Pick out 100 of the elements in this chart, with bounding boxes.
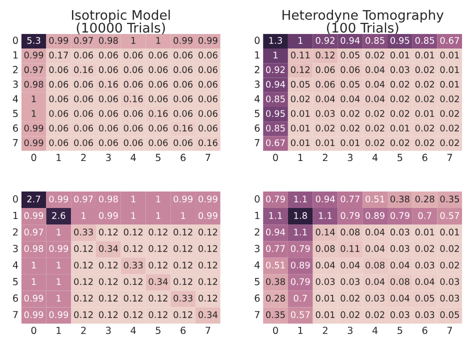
- x-tick-label: 2: [322, 154, 328, 162]
- x-tick-label: 7: [447, 326, 452, 334]
- data-label: 0.04: [366, 95, 385, 102]
- data-label: 0.12: [74, 278, 93, 286]
- data-label: 0.77: [340, 196, 360, 202]
- data-label: 0.01: [390, 52, 410, 58]
- data-label: 0.12: [198, 278, 218, 286]
- data-label: 0.02: [366, 52, 384, 58]
- data-label: 0.85: [266, 124, 285, 132]
- y-tick-label: 5: [13, 110, 18, 118]
- data-label: 1: [181, 212, 186, 219]
- data-label: 1: [32, 262, 36, 268]
- data-label: 0.06: [49, 124, 68, 132]
- data-label: 0.06: [316, 66, 335, 74]
- y-tick-label: 1: [13, 51, 18, 59]
- y-tick-label: 5: [254, 110, 260, 118]
- data-label: 0.12: [148, 294, 168, 302]
- data-label: 0.28: [266, 294, 285, 302]
- data-label: 0.04: [390, 294, 410, 302]
- data-label: 0.02: [415, 80, 434, 88]
- data-label: 0.06: [98, 110, 118, 117]
- data-label: 1: [56, 262, 61, 268]
- data-label: 0.34: [98, 245, 118, 252]
- data-label: 0.04: [366, 66, 385, 74]
- data-label: 0.06: [74, 52, 94, 58]
- y-tick-label: 4: [12, 95, 18, 102]
- y-tick-label: 1: [255, 51, 260, 59]
- data-label: 0.12: [98, 278, 118, 286]
- x-tick-label: 7: [206, 154, 210, 162]
- data-label: 0.12: [74, 262, 93, 269]
- data-label: 0.03: [415, 262, 434, 269]
- data-label: 1.1: [294, 228, 307, 236]
- data-label: 0.04: [340, 95, 360, 102]
- data-label: 0.12: [316, 52, 334, 58]
- data-label: 0.98: [98, 196, 118, 202]
- data-label: 0.02: [340, 124, 360, 132]
- data-label: 0.02: [415, 66, 434, 74]
- data-label: 0.03: [316, 110, 335, 117]
- data-label: 0.06: [148, 95, 168, 102]
- data-label: 0.06: [198, 124, 218, 132]
- data-label: 0.01: [440, 52, 459, 58]
- data-label: 0.12: [148, 262, 168, 269]
- data-label: 0.02: [440, 139, 459, 146]
- data-label: 0.12: [98, 311, 118, 318]
- data-label: 0.16: [74, 66, 94, 74]
- chart-title: Heterodyne Tomography (100 Trials): [282, 10, 444, 34]
- data-label: 0.03: [440, 294, 460, 302]
- data-label: 1.1: [319, 212, 332, 219]
- data-label: 0.12: [98, 228, 118, 236]
- data-label: 0.01: [440, 80, 459, 88]
- data-label: 0.12: [74, 245, 93, 252]
- y-tick-label: 7: [254, 311, 260, 318]
- data-label: 0.51: [366, 196, 384, 202]
- data-label: 0.08: [390, 278, 410, 286]
- data-label: 0.33: [124, 262, 143, 269]
- data-label: 1: [131, 212, 136, 219]
- x-tick-label: 5: [156, 154, 160, 162]
- x-tick-label: 1: [298, 154, 303, 162]
- data-label: 0.02: [316, 124, 334, 132]
- data-label: 0.98: [98, 37, 118, 44]
- data-label: 0.12: [174, 278, 192, 286]
- data-label: 0.79: [390, 212, 410, 219]
- x-tick-label: 2: [81, 154, 86, 162]
- y-tick-label: 1: [13, 212, 18, 220]
- data-label: 1: [156, 37, 160, 44]
- data-label: 0.06: [174, 52, 193, 58]
- y-tick-label: 5: [13, 278, 18, 286]
- data-label: 0.12: [198, 294, 218, 302]
- data-label: 0.06: [198, 80, 218, 88]
- data-label: 0.04: [390, 262, 410, 269]
- chart-title: Isotropic Model (10000 Trials): [72, 10, 170, 34]
- data-label: 0.98: [24, 245, 44, 252]
- data-label: 0.89: [290, 262, 310, 269]
- data-label: 1: [156, 196, 160, 202]
- x-tick-label: 4: [372, 326, 378, 334]
- data-label: 0.06: [124, 80, 143, 88]
- data-label: 0.97: [24, 66, 44, 74]
- y-tick-label: 0: [254, 36, 260, 44]
- data-label: 0.05: [340, 52, 360, 58]
- data-label: 1: [56, 228, 61, 236]
- data-label: 0.01: [390, 124, 410, 132]
- data-label: 0.01: [340, 139, 360, 146]
- data-label: 0.79: [340, 212, 360, 219]
- x-tick-label: 2: [322, 326, 328, 334]
- data-label: 0.06: [49, 139, 68, 146]
- data-label: 1.1: [294, 196, 307, 202]
- data-label: 0.7: [418, 212, 432, 219]
- data-label: 0.02: [390, 110, 410, 117]
- data-label: 0.01: [316, 139, 334, 146]
- data-label: 0.06: [198, 95, 218, 102]
- data-label: 0.67: [266, 139, 285, 146]
- data-label: 0.06: [124, 124, 143, 132]
- data-label: 0.95: [266, 110, 285, 117]
- data-label: 1: [32, 278, 36, 285]
- data-label: 0.02: [340, 110, 360, 117]
- data-label: 0.02: [390, 80, 410, 88]
- data-label: 0.92: [316, 37, 334, 44]
- x-tick-label: 0: [31, 154, 36, 162]
- x-tick-label: 3: [348, 154, 352, 162]
- data-label: 0.03: [390, 311, 410, 318]
